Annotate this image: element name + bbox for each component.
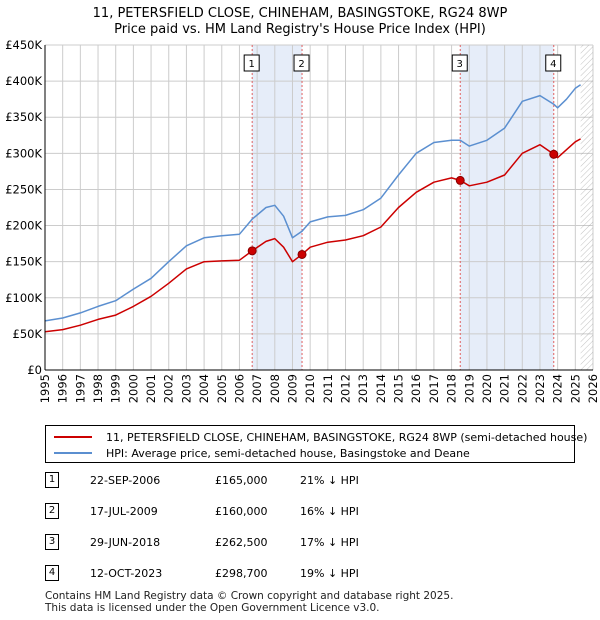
x-tick-label: 2005 (215, 374, 229, 403)
series (44, 84, 582, 333)
x-tick-label: 1996 (56, 374, 70, 403)
y-tick-label: £300K (5, 146, 42, 160)
sale-date: 17-JUL-2009 (90, 505, 158, 518)
legend-swatch-property (54, 436, 92, 438)
sale-point (455, 175, 465, 185)
sale-number-badge: 2 (45, 503, 59, 519)
legend-item-property: 11, PETERSFIELD CLOSE, CHINEHAM, BASINGS… (54, 429, 587, 445)
sale-period-band (460, 45, 554, 370)
sale-date: 22-SEP-2006 (90, 474, 161, 487)
sale-row: 3 29-JUN-2018 £262,500 17% ↓ HPI (45, 534, 445, 556)
y-tick-label: £0 (27, 363, 42, 377)
x-tick-label: 2021 (498, 374, 512, 403)
sale-price: £160,000 (215, 505, 268, 518)
sale-price: £165,000 (215, 474, 268, 487)
x-tick-label: 2017 (427, 374, 441, 403)
footer-attribution: Contains HM Land Registry data © Crown c… (45, 590, 453, 614)
x-tick-label: 2025 (568, 374, 582, 403)
x-tick-label: 1995 (38, 374, 52, 403)
footer-line-1: Contains HM Land Registry data © Crown c… (45, 590, 454, 602)
legend: 11, PETERSFIELD CLOSE, CHINEHAM, BASINGS… (45, 425, 587, 463)
sale-hpi-diff: 19% ↓ HPI (300, 567, 359, 580)
sale-badge-box (545, 54, 562, 72)
x-tick-label: 2010 (303, 374, 317, 403)
legend-item-hpi: HPI: Average price, semi-detached house,… (54, 445, 470, 461)
x-tick-label: 2011 (321, 374, 335, 403)
chart-subtitle: Price paid vs. HM Land Registry's House … (114, 22, 486, 37)
x-tick-label: 2000 (126, 374, 140, 403)
x-tick-label: 2016 (409, 374, 423, 403)
sale-badges: 1 2 3 4 (243, 54, 562, 72)
x-tick-label: 2024 (551, 374, 565, 403)
x-tick-label: 2019 (462, 374, 476, 403)
x-tick-label: 2018 (445, 374, 459, 403)
y-tick-label: £400K (5, 74, 42, 88)
y-tick-label: £350K (5, 110, 42, 124)
x-tick-label: 2015 (392, 374, 406, 403)
sale-price: £262,500 (215, 536, 268, 549)
sale-badge-label: 3 (457, 59, 463, 70)
sale-badge-box (451, 54, 468, 72)
y-tick-label: £250K (5, 182, 42, 196)
sale-points (247, 149, 559, 259)
sale-point (247, 246, 257, 256)
legend-label-property: 11, PETERSFIELD CLOSE, CHINEHAM, BASINGS… (106, 430, 588, 444)
y-tick-label: £450K (5, 38, 42, 52)
price-chart: 1 2 3 4 £0 £50K £100K £150K £200K £250K £300K £350… (5, 38, 600, 403)
sale-badge-label: 2 (298, 59, 304, 70)
sale-number-badge: 4 (45, 565, 59, 581)
x-tick-label: 2003 (179, 374, 193, 403)
footer-line-2: This data is licensed under the Open Gov… (45, 602, 380, 614)
future-hatch (580, 45, 593, 370)
sale-hpi-diff: 21% ↓ HPI (300, 474, 359, 487)
sale-date: 29-JUN-2018 (90, 536, 161, 549)
sale-date: 12-OCT-2023 (90, 567, 163, 580)
series-line-hpi (44, 84, 582, 322)
axes: £0 £50K £100K £150K £200K £250K £300K £350K £400… (5, 38, 600, 403)
x-tick-label: 1999 (109, 374, 123, 403)
future-hatch-area (580, 45, 593, 370)
x-tick-label: 2023 (533, 374, 547, 403)
x-tick-label: 2013 (356, 374, 370, 403)
sale-row: 2 17-JUL-2009 £160,000 16% ↓ HPI (45, 503, 445, 525)
x-tick-label: 2009 (285, 374, 299, 403)
sale-badge-box (293, 54, 310, 72)
series-line-property (44, 138, 581, 333)
x-tick-label: 2014 (374, 374, 388, 403)
x-tick-label: 2007 (250, 374, 264, 403)
sale-hpi-diff: 16% ↓ HPI (300, 505, 359, 518)
x-tick-label: 2008 (268, 374, 282, 403)
y-tick-label: £200K (5, 219, 42, 233)
legend-label-hpi: HPI: Average price, semi-detached house,… (106, 446, 470, 460)
x-tick-label: 2022 (515, 374, 529, 403)
sale-number-badge: 1 (45, 472, 59, 488)
y-tick-label: £150K (5, 255, 42, 269)
x-tick-label: 1998 (91, 374, 105, 403)
x-tick-label: 2012 (339, 374, 353, 403)
chart-title-block: 11, PETERSFIELD CLOSE, CHINEHAM, BASINGS… (0, 6, 600, 38)
x-tick-label: 1997 (73, 374, 87, 403)
x-tick-label: 2020 (480, 374, 494, 403)
sale-hpi-diff: 17% ↓ HPI (300, 536, 359, 549)
sale-number-badge: 3 (45, 534, 59, 550)
sale-point (549, 149, 559, 159)
sale-row: 1 22-SEP-2006 £165,000 21% ↓ HPI (45, 472, 445, 494)
x-tick-label: 2001 (144, 374, 158, 403)
y-tick-label: £50K (13, 327, 43, 341)
sale-period-shading (252, 45, 554, 370)
legend-swatch-hpi (54, 452, 92, 454)
x-tick-label: 2004 (197, 374, 211, 403)
x-tick-label: 2002 (162, 374, 176, 403)
sale-badge-box (243, 54, 260, 72)
sale-badge-label: 4 (550, 59, 556, 70)
sale-price: £298,700 (215, 567, 268, 580)
sale-point (297, 249, 307, 259)
y-tick-label: £100K (5, 291, 42, 305)
chart-title: 11, PETERSFIELD CLOSE, CHINEHAM, BASINGS… (92, 6, 508, 21)
x-tick-label: 2006 (232, 374, 246, 403)
sale-badge-label: 1 (248, 59, 254, 70)
sale-row: 4 12-OCT-2023 £298,700 19% ↓ HPI (45, 565, 445, 587)
x-tick-label: 2026 (586, 374, 600, 403)
grid (44, 44, 594, 371)
